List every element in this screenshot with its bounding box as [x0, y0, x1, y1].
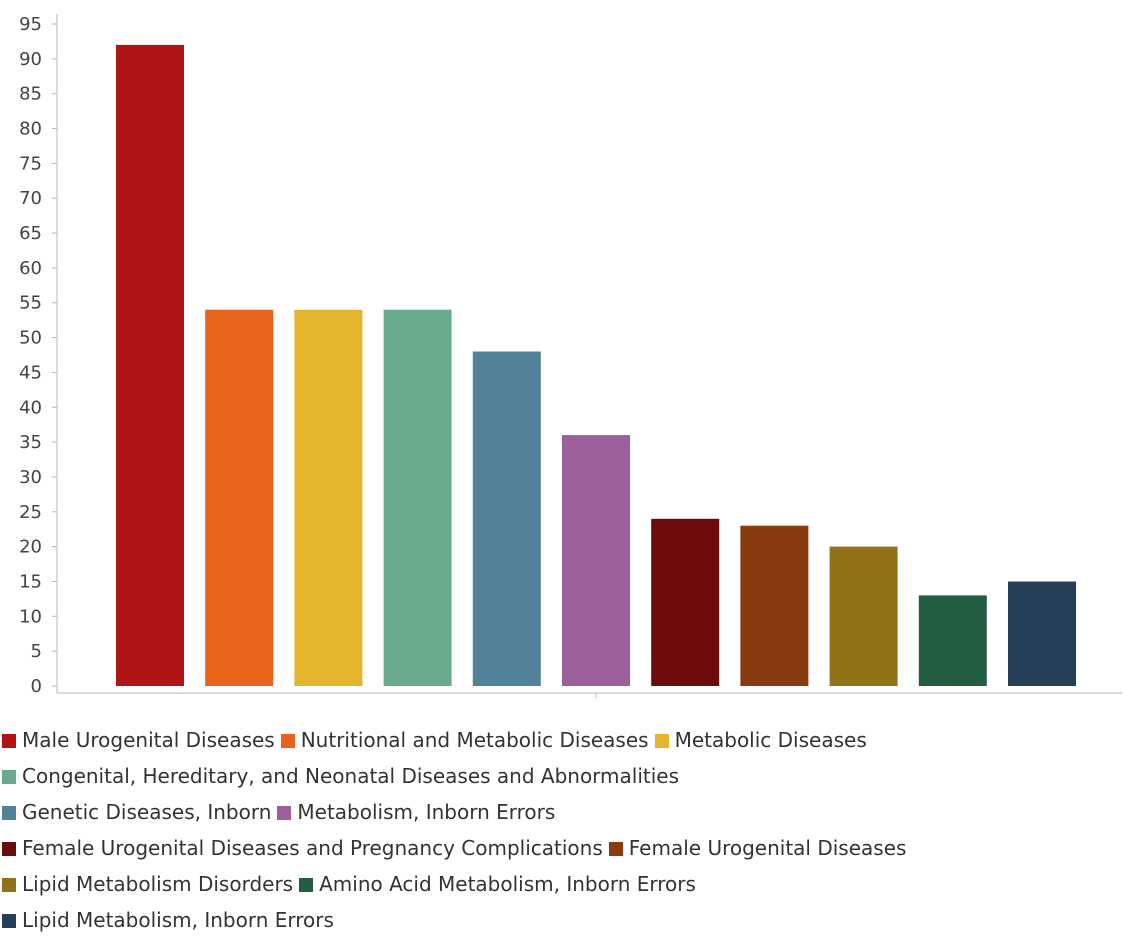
y-tick-label: 70 — [19, 188, 42, 209]
y-axis: 0 5 10 15 20 25 30 35 40 45 50 55 60 65 70 75 80 85 90 95 — [19, 14, 58, 697]
bar[interactable] — [651, 518, 720, 686]
legend-item[interactable]: Amino Acid Metabolism, Inborn Errors — [299, 866, 696, 902]
legend-item[interactable]: Congenital, Hereditary, and Neonatal Dis… — [2, 758, 679, 794]
legend-row: Lipid Metabolism Disorders Amino Acid Met… — [2, 866, 1122, 902]
legend-item[interactable]: Lipid Metabolism Disorders — [2, 866, 293, 902]
y-tick-label: 0 — [31, 676, 42, 697]
legend-label: Amino Acid Metabolism, Inborn Errors — [319, 872, 696, 896]
legend-item[interactable]: Genetic Diseases, Inborn — [2, 794, 271, 830]
y-tick-label: 50 — [19, 328, 42, 349]
bar[interactable] — [472, 351, 541, 687]
legend-item[interactable]: Metabolic Diseases — [654, 722, 867, 758]
legend-swatch — [2, 842, 16, 856]
y-tick-label: 35 — [19, 432, 42, 453]
legend-row: Genetic Diseases, Inborn Metabolism, Inbo… — [2, 794, 1122, 830]
legend-item[interactable]: Metabolism, Inborn Errors — [277, 794, 555, 830]
legend-swatch — [280, 734, 295, 748]
legend-label: Lipid Metabolism Disorders — [22, 872, 294, 896]
bar[interactable] — [116, 44, 184, 686]
chart-legend: Male Urogenital Diseases Nutritional and … — [2, 722, 1122, 938]
y-tick-label: 95 — [19, 14, 42, 35]
legend-label: Genetic Diseases, Inborn — [22, 800, 272, 824]
y-tick-label: 65 — [19, 223, 42, 244]
y-tick-label: 10 — [19, 606, 42, 627]
y-tick-label: 80 — [19, 119, 42, 140]
y-tick-label: 60 — [19, 258, 42, 279]
legend-label: Female Urogenital Diseases and Pregnancy… — [22, 836, 603, 860]
legend-swatch — [2, 770, 16, 784]
y-tick-label: 40 — [19, 397, 42, 418]
legend-swatch — [299, 878, 314, 892]
bars — [116, 44, 1076, 687]
legend-swatch — [277, 806, 292, 820]
bar[interactable] — [294, 309, 363, 686]
legend-swatch — [654, 734, 669, 748]
bar[interactable] — [1008, 581, 1076, 687]
legend-row: Male Urogenital Diseases Nutritional and … — [2, 722, 1122, 758]
legend-label: Nutritional and Metabolic Diseases — [300, 728, 649, 752]
y-tick-label: 20 — [19, 537, 42, 558]
y-tick-label: 45 — [19, 362, 42, 383]
bar[interactable] — [205, 309, 274, 686]
legend-swatch — [2, 914, 16, 928]
legend-item[interactable]: Female Urogenital Diseases — [608, 830, 907, 866]
legend-item[interactable]: Female Urogenital Diseases and Pregnancy… — [2, 830, 603, 866]
legend-label: Congenital, Hereditary, and Neonatal Dis… — [22, 764, 680, 788]
y-tick-label: 75 — [19, 153, 42, 174]
legend-swatch — [2, 734, 16, 748]
legend-row: Lipid Metabolism, Inborn Errors — [2, 902, 1122, 938]
y-tick-label: 25 — [19, 502, 42, 523]
y-tick-label: 55 — [19, 293, 42, 314]
bar[interactable] — [829, 546, 898, 686]
legend-label: Male Urogenital Diseases — [22, 728, 275, 752]
legend-label: Metabolic Diseases — [674, 728, 867, 752]
y-tick-label: 5 — [31, 641, 42, 662]
legend-row: Female Urogenital Diseases and Pregnancy… — [2, 830, 1122, 866]
legend-label: Metabolism, Inborn Errors — [297, 800, 556, 824]
legend-item[interactable]: Nutritional and Metabolic Diseases — [280, 722, 649, 758]
legend-item[interactable]: Lipid Metabolism, Inborn Errors — [2, 902, 334, 938]
bar[interactable] — [383, 309, 452, 686]
legend-swatch — [2, 806, 16, 820]
legend-label: Female Urogenital Diseases — [628, 836, 907, 860]
legend-label: Lipid Metabolism, Inborn Errors — [22, 908, 334, 932]
x-axis — [57, 692, 1122, 698]
legend-swatch — [2, 878, 16, 892]
y-tick-label: 85 — [19, 84, 42, 105]
bar[interactable] — [918, 595, 987, 686]
y-tick-label: 90 — [19, 49, 42, 70]
bar[interactable] — [562, 435, 630, 686]
y-tick-label: 30 — [19, 467, 42, 488]
bar[interactable] — [740, 525, 809, 686]
legend-row: Congenital, Hereditary, and Neonatal Dis… — [2, 758, 1122, 794]
bar-chart: 0 5 10 15 20 25 30 35 40 45 50 55 60 65 70 75 80 85 90 95 — [19, 14, 1122, 698]
legend-swatch — [608, 842, 623, 856]
y-tick-label: 15 — [19, 571, 42, 592]
legend-item[interactable]: Male Urogenital Diseases — [2, 722, 275, 758]
